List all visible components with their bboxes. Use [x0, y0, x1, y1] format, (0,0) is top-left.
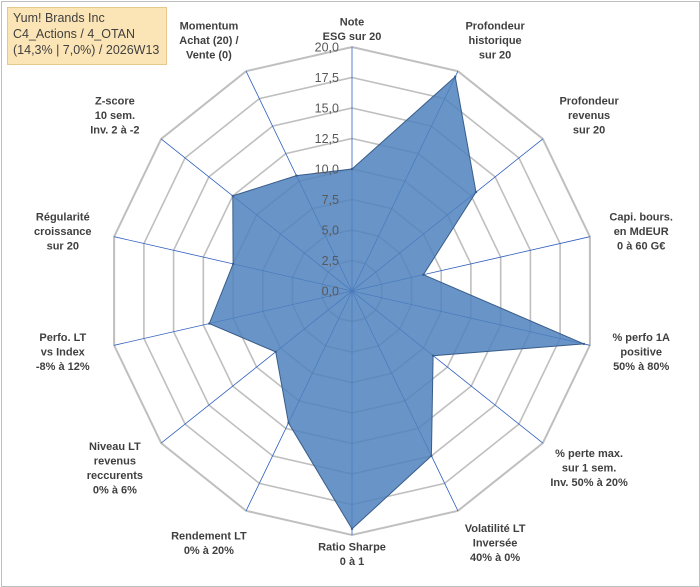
- series-point: [208, 322, 211, 325]
- series-point: [350, 167, 354, 171]
- axis-label: Profondeur historique sur 20: [465, 21, 525, 62]
- series-point: [287, 421, 290, 425]
- chart-title: Yum! Brands Inc: [13, 11, 105, 25]
- tick-label: 7,5: [322, 193, 339, 207]
- series-point: [422, 273, 425, 276]
- chart-subtitle-portfolio: C4_Actions / 4_OTAN: [13, 27, 136, 41]
- tick-label: 12,5: [315, 132, 339, 146]
- series-point: [231, 262, 235, 266]
- axis-label: Ratio Sharpe 0 à 1: [318, 542, 386, 569]
- axis-label: Profondeur revenus sur 20: [559, 95, 619, 136]
- chart-subtitle-performance: (14,3% | 7,0%) / 2026W13: [13, 43, 160, 57]
- axis-label: Rendement LT 0% à 20%: [171, 530, 247, 557]
- chart-title-box: Yum! Brands Inc C4_Actions / 4_OTAN (14,…: [7, 7, 167, 65]
- series-point: [350, 527, 354, 531]
- radar-tick-labels: 0,0 2,5 5,0 7,5 10,0 12,5 15,0 17,5 20,0: [315, 41, 339, 299]
- tick-label: 15,0: [315, 102, 339, 116]
- tick-label: 0,0: [322, 285, 339, 299]
- series-point: [454, 75, 457, 78]
- tick-label: 20,0: [315, 41, 339, 55]
- axis-label: Perfo. LT vs Index -8% à 12%: [36, 332, 90, 373]
- series-point: [430, 454, 433, 458]
- series-point: [274, 350, 277, 354]
- series-point: [231, 194, 234, 198]
- tick-label: 5,0: [322, 224, 339, 238]
- series-point: [431, 354, 435, 357]
- tick-label: 10,0: [315, 163, 339, 177]
- axis-label: Note ESG sur 20: [323, 17, 382, 44]
- axis-label: Volatilité LT Inversée 40% à 0%: [465, 523, 526, 564]
- axis-label: Niveau LT revenus reccurents 0% à 6%: [87, 441, 143, 497]
- tick-label: 17,5: [315, 71, 339, 85]
- axis-label: Momentum Achat (20) / Vente (0): [179, 21, 238, 62]
- series-point: [474, 190, 478, 194]
- radar-axis-labels: Note ESG sur 20 Profondeur historique sur 20…: [34, 17, 673, 569]
- radar-series: [208, 75, 586, 531]
- axis-label: Capi. bours. en MdEUR 0 à 60 G€: [609, 212, 673, 253]
- tick-label: 2,5: [322, 254, 339, 268]
- axis-label: Régularité croissance sur 20: [34, 212, 91, 253]
- series-area: [208, 75, 585, 530]
- series-point: [582, 342, 586, 346]
- axis-label: % perfo 1A positive 50% à 80%: [612, 332, 670, 373]
- axis-label: % perte max. sur 1 sem. Inv. 50% à 20%: [550, 448, 628, 489]
- series-point: [295, 174, 298, 177]
- axis-label: Z-score 10 sem. Inv. 2 à -2: [90, 95, 139, 136]
